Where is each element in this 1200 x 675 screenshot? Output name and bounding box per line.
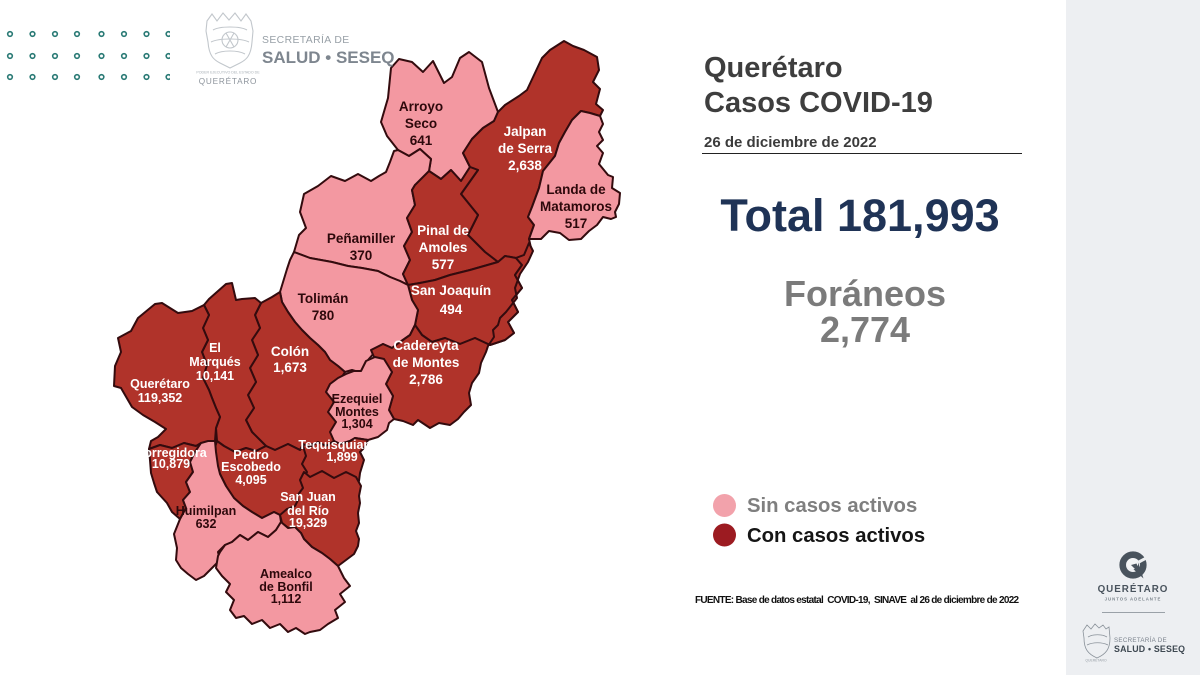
svg-text:641: 641 xyxy=(410,133,433,148)
svg-text:Matamoros: Matamoros xyxy=(540,199,612,214)
svg-text:Seco: Seco xyxy=(405,116,437,131)
svg-text:SECRETARÍA DE: SECRETARÍA DE xyxy=(262,33,350,46)
svg-text:QUERÉTARO: QUERÉTARO xyxy=(1085,658,1107,663)
svg-text:10,141: 10,141 xyxy=(196,369,234,383)
svg-text:QUERÉTARO: QUERÉTARO xyxy=(1098,583,1169,595)
svg-text:Tequisquiapan: Tequisquiapan xyxy=(298,438,385,452)
svg-text:Montes: Montes xyxy=(335,405,379,419)
svg-text:de Bonfil: de Bonfil xyxy=(259,580,312,594)
svg-text:Landa de: Landa de xyxy=(546,182,606,197)
svg-text:577: 577 xyxy=(432,257,455,272)
svg-text:10,879: 10,879 xyxy=(152,457,190,471)
svg-text:Huimilpan: Huimilpan xyxy=(176,504,236,518)
svg-text:Corregidora: Corregidora xyxy=(135,446,208,460)
svg-text:632: 632 xyxy=(196,517,217,531)
svg-text:Escobedo: Escobedo xyxy=(221,460,281,474)
svg-text:1,112: 1,112 xyxy=(271,592,302,606)
svg-text:Colón: Colón xyxy=(271,344,309,359)
svg-text:119,352: 119,352 xyxy=(138,391,183,405)
svg-text:de Montes: de Montes xyxy=(393,355,460,370)
svg-text:PODER EJECUTIVO DEL ESTADO DE: PODER EJECUTIVO DEL ESTADO DE xyxy=(196,71,260,75)
svg-text:SALUD • SESEQ: SALUD • SESEQ xyxy=(1114,644,1185,654)
svg-text:517: 517 xyxy=(565,216,588,231)
svg-text:Pedro: Pedro xyxy=(233,448,269,462)
svg-text:QUERÉTARO: QUERÉTARO xyxy=(199,76,257,86)
svg-text:Pinal de: Pinal de xyxy=(417,223,469,238)
svg-text:JUNTOS ADELANTE: JUNTOS ADELANTE xyxy=(1105,597,1162,602)
svg-text:de Serra: de Serra xyxy=(498,141,553,156)
svg-text:Ezequiel: Ezequiel xyxy=(332,392,383,406)
svg-text:2,786: 2,786 xyxy=(409,372,443,387)
svg-text:1,673: 1,673 xyxy=(273,360,307,375)
svg-text:370: 370 xyxy=(350,248,373,263)
svg-text:Tolimán: Tolimán xyxy=(298,291,349,306)
svg-text:Arroyo: Arroyo xyxy=(399,99,443,114)
svg-text:SECRETARÍA DE: SECRETARÍA DE xyxy=(1114,637,1167,644)
svg-text:San Juan: San Juan xyxy=(280,490,336,504)
svg-text:4,095: 4,095 xyxy=(235,473,266,487)
svg-text:Amoles: Amoles xyxy=(419,240,468,255)
svg-text:Marqués: Marqués xyxy=(189,355,240,369)
svg-text:San Joaquín: San Joaquín xyxy=(411,283,491,298)
svg-text:2,638: 2,638 xyxy=(508,158,542,173)
svg-text:Jalpan: Jalpan xyxy=(504,124,547,139)
svg-text:El: El xyxy=(209,341,221,355)
svg-text:Querétaro: Querétaro xyxy=(130,377,190,391)
svg-text:1,899: 1,899 xyxy=(326,450,357,464)
svg-text:Cadereyta: Cadereyta xyxy=(393,338,459,353)
svg-text:Peñamiller: Peñamiller xyxy=(327,231,396,246)
svg-text:del Río: del Río xyxy=(287,504,329,518)
svg-text:19,329: 19,329 xyxy=(289,516,327,530)
svg-text:SALUD • SESEQ: SALUD • SESEQ xyxy=(262,48,395,67)
svg-text:780: 780 xyxy=(312,308,335,323)
svg-text:Amealco: Amealco xyxy=(260,567,312,581)
svg-text:1,304: 1,304 xyxy=(341,417,372,431)
svg-text:494: 494 xyxy=(440,302,463,317)
